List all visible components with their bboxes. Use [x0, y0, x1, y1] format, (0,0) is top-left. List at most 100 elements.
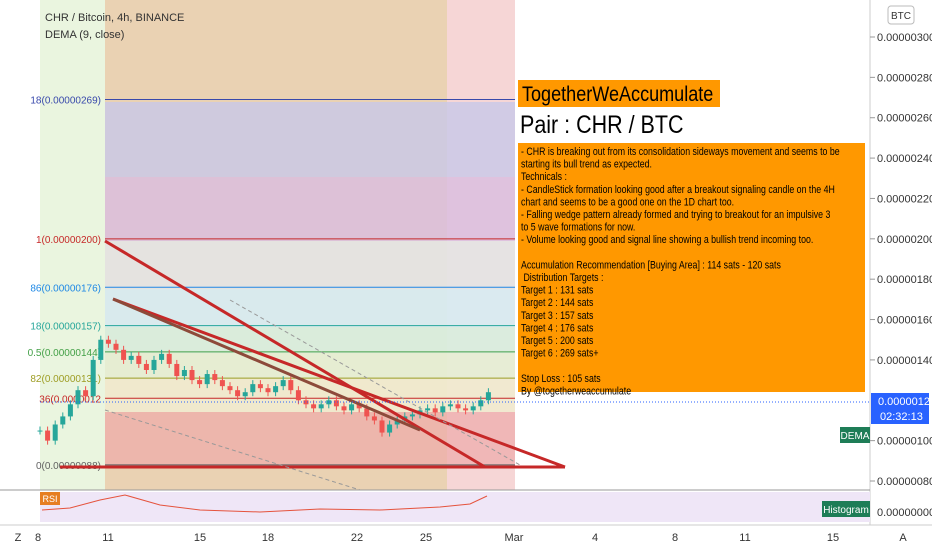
x-tick-label: 22	[351, 532, 363, 544]
candle	[90, 359, 96, 397]
x-tick-label: 18	[262, 532, 274, 544]
candle	[227, 386, 233, 391]
candle	[52, 424, 58, 441]
candle	[440, 406, 446, 413]
trend-line	[104, 239, 486, 469]
y-tick-label: 0.00000140	[877, 355, 932, 367]
candle	[98, 339, 104, 360]
candle	[212, 374, 218, 381]
analysis-line: - Volume looking good and signal line sh…	[521, 234, 813, 246]
panel-zero: 0.00000000	[877, 507, 932, 519]
candle	[447, 404, 453, 407]
candle	[143, 363, 149, 371]
candle	[273, 386, 279, 393]
candle	[121, 349, 127, 360]
candle	[166, 353, 172, 364]
candle	[425, 408, 431, 411]
x-tick-label: 11	[739, 532, 750, 544]
analysis-line: Stop Loss : 105 sats	[521, 373, 601, 385]
candle	[303, 400, 309, 405]
fib-band	[105, 177, 515, 241]
fib-band	[105, 353, 515, 379]
candle	[311, 404, 317, 409]
fib-label: 18(0.00000269)	[30, 96, 101, 107]
analysis-line: Distribution Targets :	[521, 272, 603, 284]
currency-label: BTC	[891, 11, 911, 22]
last-price-tag	[871, 393, 929, 424]
trend-line	[112, 297, 566, 469]
rsi-tag	[40, 492, 60, 505]
x-tick-label: 15	[827, 532, 839, 544]
candle	[379, 420, 385, 433]
last-price-label: 0.00000120	[878, 396, 932, 408]
candle	[128, 355, 134, 360]
x-tick-label: 8	[35, 532, 41, 544]
fib-band	[105, 327, 515, 353]
pair-text: Pair : CHR / BTC	[520, 110, 684, 138]
analysis-line: Target 5 : 200 sats	[521, 335, 593, 347]
histogram-tag	[822, 501, 870, 517]
candle	[470, 406, 476, 411]
candle	[478, 400, 484, 407]
analysis-line: starting its bull trend as expected.	[521, 159, 652, 171]
analysis-box	[518, 143, 865, 392]
x-tick-label: 11	[102, 532, 113, 544]
y-tick-label: 0.00000200	[877, 234, 932, 246]
analysis-line: Target 2 : 144 sats	[521, 297, 593, 309]
candle	[181, 370, 187, 377]
analysis-line: Accumulation Recommendation [Buying Area…	[521, 260, 781, 272]
histogram-label: Histogram	[823, 505, 869, 516]
candle	[45, 430, 51, 441]
currency-button[interactable]	[887, 5, 915, 25]
candle	[235, 390, 241, 397]
y-tick-label: 0.00000300	[877, 32, 932, 44]
dema-label: DEMA	[841, 431, 870, 442]
fib-label: 1(0.00000200)	[36, 235, 101, 246]
dashed-line	[104, 409, 361, 491]
y-tick-label: 0.00000100	[877, 436, 932, 448]
rsi-line	[41, 494, 488, 513]
candle	[105, 339, 111, 344]
x-tick-label: Mar	[505, 532, 524, 544]
candle	[349, 404, 355, 411]
fib-band	[105, 241, 515, 289]
analysis-line: to 5 wave formations for now.	[521, 222, 635, 234]
candle	[455, 404, 461, 409]
candle	[432, 408, 438, 413]
trend-line	[112, 297, 421, 432]
fib-label: 18(0.00000157)	[30, 322, 101, 333]
corner-right: A	[899, 532, 907, 544]
candle	[136, 355, 142, 364]
x-tick-label: 15	[194, 532, 206, 544]
candle	[204, 374, 210, 385]
candle	[151, 359, 157, 371]
fib-label: 86(0.00000176)	[30, 283, 101, 294]
fib-band	[105, 102, 515, 177]
fib-label: 82(0.00000131)	[30, 374, 101, 385]
candle	[60, 416, 66, 425]
candle	[75, 390, 81, 405]
candle	[159, 353, 165, 360]
y-tick-label: 0.00000280	[877, 72, 932, 84]
y-tick-label: 0.00000160	[877, 315, 932, 327]
candle	[174, 363, 180, 377]
candle	[394, 420, 400, 425]
tag-text: TogetherWeAccumulate	[522, 83, 713, 107]
rsi-panel	[40, 492, 870, 522]
y-tick-label: 0.00000080	[877, 476, 932, 488]
tag-box	[518, 80, 720, 107]
analysis-line: - Falling wedge pattern already formed a…	[521, 209, 831, 221]
analysis-line: By @togetherweaccumulate	[521, 386, 632, 398]
candle	[197, 380, 203, 385]
y-tick-label: 0.00000180	[877, 274, 932, 286]
x-tick-label: 8	[672, 532, 678, 544]
candle	[265, 388, 271, 393]
candle	[341, 406, 347, 411]
indicator-title: DEMA (9, close)	[45, 29, 124, 41]
analysis-line: Technicals :	[521, 171, 567, 183]
fib-label: 0.5(0.00000144)	[28, 348, 101, 359]
candle	[371, 416, 377, 421]
fib-band	[105, 412, 515, 467]
candle	[250, 384, 256, 393]
